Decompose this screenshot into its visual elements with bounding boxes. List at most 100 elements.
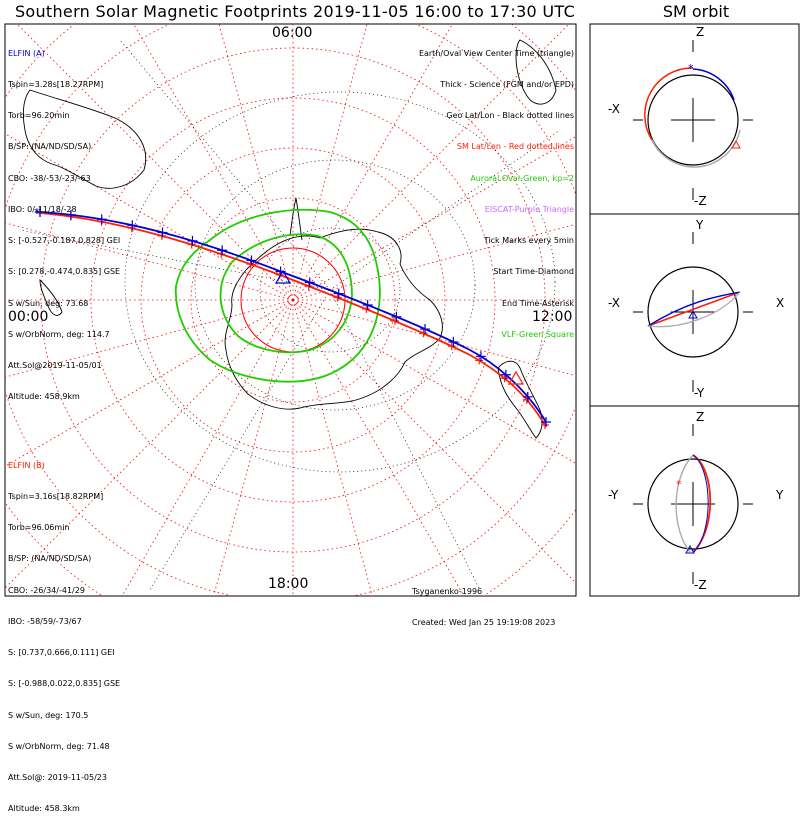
- elfin-b-tick: [447, 342, 456, 351]
- legend-item-oval: Auroral Oval-Green, kp=2: [470, 173, 574, 183]
- sm3-top-label: Z: [696, 410, 705, 424]
- elfin-b-line: S: [0.737,0.666,0.111] GEI: [8, 648, 115, 658]
- elfin-a-tick: [448, 336, 459, 347]
- australia-outline: [22, 89, 147, 189]
- elfin-a-tick: [475, 351, 486, 362]
- elfin-a-line: Altitude: 458.9km: [8, 392, 80, 402]
- model-label: Tsyganenko-1996: [412, 586, 483, 596]
- map-frame: [4, 23, 577, 597]
- elfin-b-info: ELFIN (B) Tspin=3.16s[18.82RPM] Torb=96.…: [8, 440, 120, 825]
- auroral-oval: [174, 209, 381, 383]
- elfin-a-tick: [187, 235, 198, 246]
- elfin-a-orbit: [692, 454, 709, 553]
- elfin-b-line: B/SP: (NA/ND/SD/SA): [8, 554, 92, 564]
- elfin-a-orbit: [692, 68, 735, 101]
- sm-panel-1: *: [633, 40, 753, 200]
- elfin-b-orbit: [647, 291, 741, 327]
- elfin-a-line: Tspin=3.28s[18.27RPM]: [8, 80, 104, 90]
- continent-outlines: [22, 39, 557, 439]
- elfin-b-tick: [500, 374, 509, 383]
- elfin-a-tick: [333, 288, 344, 299]
- earth-circle: [647, 458, 739, 550]
- footprint-map: * * *: [4, 23, 800, 597]
- elfin-a-tick: [127, 220, 138, 231]
- footer: Tsyganenko-1996 Created: Wed Jan 25 19:1…: [412, 566, 555, 639]
- orbit-plane: [675, 454, 694, 553]
- sm3-right-label: Y: [776, 488, 784, 502]
- elfin-a-line: B/SP: (NA/ND/SD/SA): [8, 142, 92, 152]
- elfin-b-tick: [390, 316, 399, 325]
- legend-item: Start Time-Diamond: [493, 267, 574, 277]
- elfin-b-line: CBO: -26/34/-41/29: [8, 585, 85, 595]
- sm-panel-3: *: [633, 424, 753, 584]
- clock-12: 12:00: [532, 309, 573, 325]
- elfin-a-triangle: [688, 309, 698, 319]
- elfin-a-tick: [246, 255, 257, 266]
- elfin-b-line: S: [-0.988,0.022,0.835] GSE: [8, 679, 121, 689]
- elfin-a-line: S: [-0.527,-0.187,0.828] GEI: [8, 236, 121, 246]
- elfin-a-track: [39, 211, 547, 423]
- elfin-b-triangle: [731, 139, 741, 149]
- earth-circle: [647, 74, 739, 166]
- sm-lon-spoke: [218, 24, 294, 301]
- sm-lon-spoke: [292, 24, 368, 301]
- sm1-bottom-label: -Z: [694, 194, 707, 208]
- legend-item: Geo Lat/Lon - Black dotted lines: [446, 111, 574, 121]
- elfin-b-tick: [246, 260, 255, 269]
- elfin-b-line: Torb=96.06min: [8, 523, 70, 533]
- elfin-a-info: ELFIN (A) Tspin=3.28s[18.27RPM] Torb=96.…: [8, 28, 120, 413]
- orbit-plane: [651, 129, 741, 168]
- elfin-a-line: IBO: 0/-11/18/-28: [8, 204, 77, 214]
- sm-frame: [589, 23, 800, 597]
- elfin-b-tick: [217, 250, 226, 259]
- elfin-b-line: Altitude: 458.3km: [8, 804, 80, 814]
- sm1-top-label: Z: [696, 25, 705, 39]
- legend-item-sm: SM Lat/Lon - Red dotted lines: [456, 142, 574, 152]
- sm1-left-label: -X: [608, 102, 620, 116]
- sm2-left-label: -X: [608, 296, 620, 310]
- elfin-b-line: Att.Sol@: 2019-11-05/23: [8, 773, 107, 782]
- elfin-a-line: CBO: -38/-53/-23/-63: [8, 173, 91, 183]
- elfin-a-end-asterisk: *: [34, 206, 40, 220]
- elfin-a-tick: [522, 391, 533, 402]
- legend-item-vlf: VLF-Green Square: [501, 329, 574, 339]
- antarctica-outline: [224, 228, 443, 410]
- clock-06: 06:00: [272, 25, 313, 41]
- sm2-right-label: X: [776, 296, 785, 310]
- sm2-top-label: Y: [696, 218, 704, 232]
- elfin-b-line: IBO: -58/59/-73/67: [8, 616, 82, 626]
- sm-orbit-title: SM orbit: [662, 2, 730, 21]
- elfin-b-tick: [187, 240, 196, 249]
- clock-18: 18:00: [268, 576, 309, 592]
- elfin-a-tick: [96, 214, 107, 225]
- elfin-a-tick: [304, 277, 315, 288]
- elfin-a-tick: [65, 209, 76, 220]
- elfin-a-asterisk: *: [688, 62, 694, 75]
- legend: Earth/Oval View Center Time (triangle) T…: [419, 28, 574, 351]
- clock-00: 00:00: [8, 309, 49, 325]
- elfin-a-orbit: [647, 291, 741, 327]
- sm2-bottom-label: -Y: [694, 386, 705, 400]
- sm-panel-2: [633, 232, 753, 392]
- elfin-a-line: Att.Sol@2019-11-05/01: [8, 361, 102, 370]
- elfin-b-center-triangle: [507, 370, 525, 385]
- legend-item-eiscat: EISCAT-Purple Triangle: [484, 204, 574, 214]
- sm-lon-spoke: [213, 299, 294, 596]
- legend-item: Earth/Oval View Center Time (triangle): [418, 48, 574, 58]
- elfin-a-name: ELFIN (A): [8, 48, 45, 58]
- elfin-a-triangle: [685, 544, 695, 554]
- elfin-a-line: Torb=96.20min: [8, 111, 70, 121]
- elfin-b-orbit: [644, 67, 694, 141]
- elfin-b-tick: [157, 231, 166, 240]
- elfin-b-track: [39, 212, 546, 426]
- elfin-b-line: Tspin=3.16s[18.82RPM]: [8, 492, 104, 502]
- elfin-b-tick: [362, 305, 371, 314]
- legend-item: Thick - Science (FGM and/or EPD): [440, 80, 574, 90]
- earth-circle: [647, 266, 739, 358]
- orbit-plane: [647, 291, 741, 328]
- elfin-a-line: S w/Sun, deg: 73.68: [8, 298, 89, 308]
- elfin-a-tick: [35, 207, 45, 217]
- sm3-left-label: -Y: [608, 488, 619, 502]
- africa-outline: [515, 39, 557, 105]
- sm3-bottom-label: -Z: [694, 578, 707, 592]
